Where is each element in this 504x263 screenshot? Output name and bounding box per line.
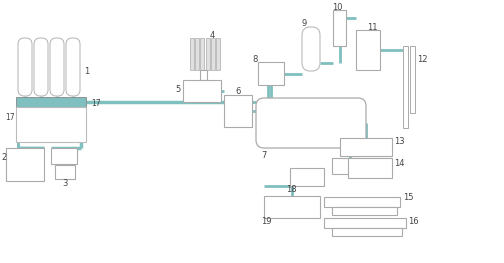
Text: 5: 5 [175, 84, 180, 94]
Bar [356, 30, 380, 70]
Text: 9: 9 [302, 19, 307, 28]
Text: 11: 11 [367, 23, 377, 32]
Bar [333, 10, 346, 46]
Text: 17: 17 [91, 99, 101, 108]
Text: 19: 19 [261, 216, 272, 225]
FancyBboxPatch shape [302, 27, 320, 71]
FancyBboxPatch shape [256, 98, 366, 148]
Text: 12: 12 [417, 55, 427, 64]
Text: 8: 8 [252, 55, 258, 64]
Bar [340, 138, 392, 156]
Text: 1: 1 [84, 68, 89, 77]
Text: 6: 6 [235, 88, 240, 97]
Bar [332, 228, 402, 236]
Text: 18: 18 [286, 185, 297, 195]
Bar [55, 165, 75, 179]
Bar [403, 46, 408, 128]
Bar [324, 218, 406, 228]
Bar [290, 168, 324, 186]
Bar [195, 38, 199, 70]
Text: 17: 17 [5, 114, 15, 123]
Text: 4: 4 [210, 31, 215, 39]
FancyBboxPatch shape [66, 38, 80, 96]
Bar [211, 38, 215, 70]
Bar [16, 97, 86, 107]
Text: 7: 7 [261, 151, 267, 160]
Bar [16, 107, 86, 142]
Text: 3: 3 [62, 179, 68, 188]
Bar [51, 148, 77, 164]
Text: 15: 15 [403, 194, 413, 203]
Bar [201, 38, 205, 70]
FancyBboxPatch shape [50, 38, 64, 96]
Bar [348, 158, 392, 178]
Text: 13: 13 [394, 138, 405, 146]
Bar [332, 207, 397, 215]
FancyBboxPatch shape [18, 38, 32, 96]
Bar [410, 46, 415, 113]
Bar [324, 197, 400, 207]
Bar [183, 80, 221, 102]
Bar [258, 62, 284, 85]
Text: 14: 14 [394, 159, 405, 169]
Bar [332, 158, 360, 174]
Bar [6, 148, 44, 181]
Bar [224, 95, 252, 127]
Bar [216, 38, 220, 70]
Bar [200, 70, 207, 80]
Text: 10: 10 [332, 3, 343, 12]
FancyBboxPatch shape [34, 38, 48, 96]
Bar [206, 38, 210, 70]
Text: 16: 16 [408, 216, 419, 225]
Bar [264, 196, 320, 218]
Text: 2: 2 [1, 154, 6, 163]
Bar [190, 38, 194, 70]
